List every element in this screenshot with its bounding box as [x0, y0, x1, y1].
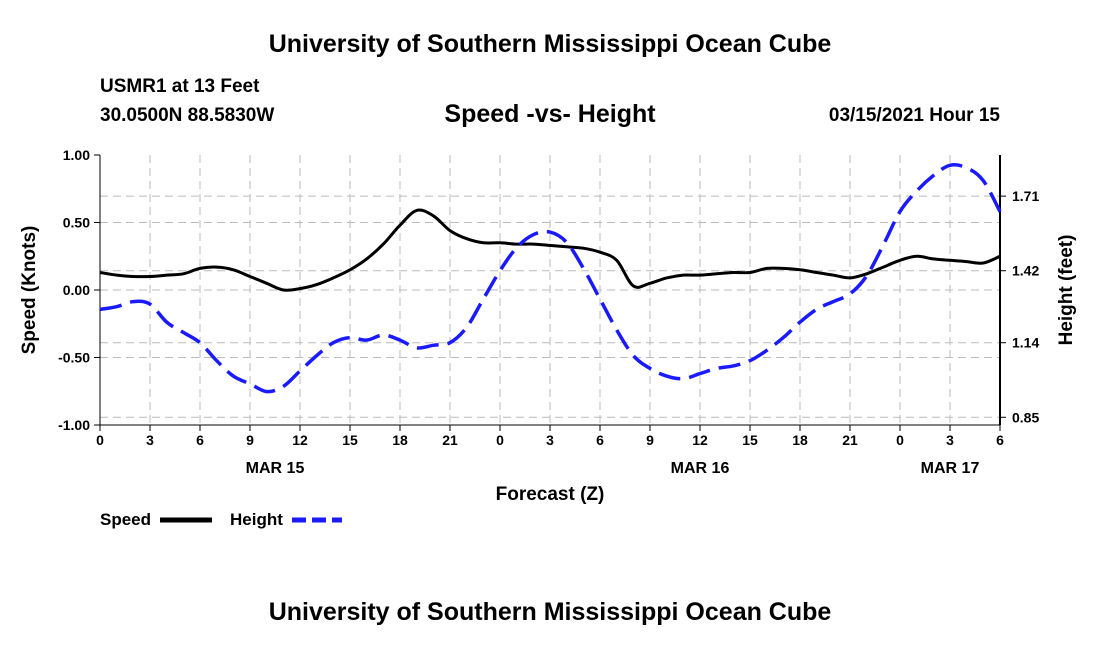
x-tick-label: 21 — [442, 432, 458, 448]
y-right-tick-label: 1.14 — [1012, 335, 1039, 351]
grid — [100, 155, 1000, 425]
x-tick-label: 3 — [546, 432, 554, 448]
coordinates-label: 30.0500N 88.5830W — [100, 105, 275, 126]
legend-height-label: Height — [230, 510, 283, 529]
y-right-tick-label: 0.85 — [1012, 409, 1039, 425]
y-left-tick-label: 0.00 — [63, 282, 90, 298]
day-label: MAR 17 — [921, 460, 980, 477]
x-tick-label: 6 — [596, 432, 604, 448]
x-tick-label: 15 — [342, 432, 358, 448]
x-tick-label: 3 — [146, 432, 154, 448]
x-tick-label: 9 — [246, 432, 254, 448]
y-left-tick-label: 1.00 — [63, 147, 90, 163]
y-axis-left-label: Speed (Knots) — [19, 226, 40, 355]
forecast-datetime: 03/15/2021 Hour 15 — [828, 105, 1000, 126]
x-tick-label: 6 — [196, 432, 204, 448]
y-right-tick-label: 1.71 — [1012, 188, 1039, 204]
bottom-title: University of Southern Mississippi Ocean… — [268, 598, 832, 626]
y-right-tick-label: 1.42 — [1012, 263, 1039, 279]
top-title: University of Southern Mississippi Ocean… — [268, 30, 832, 58]
x-tick-label: 0 — [496, 432, 504, 448]
x-axis-label: Forecast (Z) — [496, 484, 605, 505]
x-tick-label: 3 — [946, 432, 954, 448]
y-axis-right-label: Height (feet) — [1056, 235, 1077, 346]
x-tick-label: 12 — [692, 432, 708, 448]
height-series-line — [99, 163, 1002, 394]
x-tick-label: 18 — [792, 432, 808, 448]
x-tick-label: 21 — [842, 432, 858, 448]
x-tick-label: 18 — [392, 432, 408, 448]
legend: Speed Height — [100, 510, 342, 529]
legend-speed-label: Speed — [100, 510, 151, 529]
x-tick-label: 9 — [646, 432, 654, 448]
series — [99, 163, 1002, 394]
x-tick-label: 6 — [996, 432, 1004, 448]
chart-title: Speed -vs- Height — [444, 100, 656, 128]
y-left-tick-label: -0.50 — [58, 350, 90, 366]
day-label: MAR 15 — [246, 460, 305, 477]
x-tick-label: 12 — [292, 432, 308, 448]
x-tick-label: 0 — [896, 432, 904, 448]
station-label: USMR1 at 13 Feet — [100, 76, 260, 97]
x-tick-label: 0 — [96, 432, 104, 448]
axes: 0 3 6 9 12 15 18 21 0 3 6 9 12 15 18 21 0 3 6 MAR 15 MAR 16 M… — [58, 147, 1039, 477]
y-left-tick-label: 0.50 — [63, 215, 90, 231]
day-label: MAR 16 — [671, 460, 730, 477]
axis-labels: Forecast (Z) Speed (Knots) Height (feet) — [19, 226, 1077, 505]
x-tick-label: 15 — [742, 432, 758, 448]
y-left-tick-label: -1.00 — [58, 417, 90, 433]
speed-series-line — [99, 208, 1001, 292]
